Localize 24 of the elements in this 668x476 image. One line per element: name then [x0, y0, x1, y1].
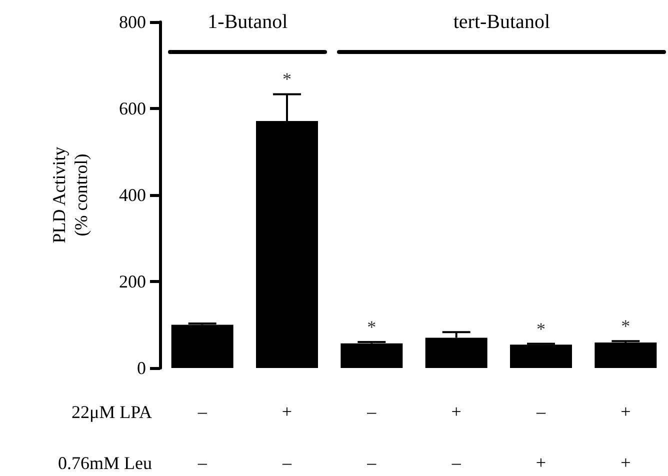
annotation: 1-Butanol [208, 11, 288, 33]
data-label: * [282, 69, 292, 90]
bar [171, 324, 234, 368]
data-label: * [367, 317, 376, 338]
y-tick-label: 600 [119, 98, 146, 118]
y-axis-title: PLD Activity (% control) [49, 146, 91, 244]
y-tick-label: 400 [119, 185, 146, 205]
bar [340, 343, 403, 368]
category-label: + – [282, 402, 292, 472]
category-label: + + [620, 402, 631, 472]
category-label: – + [536, 402, 546, 472]
y-tick-label: 200 [119, 272, 146, 292]
category-label: + – [451, 402, 462, 472]
category-label: – – [198, 402, 207, 472]
bar [594, 342, 657, 368]
text: 22μM LPA [71, 402, 152, 422]
text: 0.76mM Leu [58, 453, 152, 473]
annotation: tert-Butanol [453, 11, 550, 33]
category-label: – – [367, 402, 376, 472]
data-label: * [536, 318, 546, 339]
bar [510, 344, 572, 368]
data-label: * [621, 316, 630, 336]
y-tick-label: 0 [137, 358, 146, 378]
y-tick-label: 800 [119, 12, 146, 32]
